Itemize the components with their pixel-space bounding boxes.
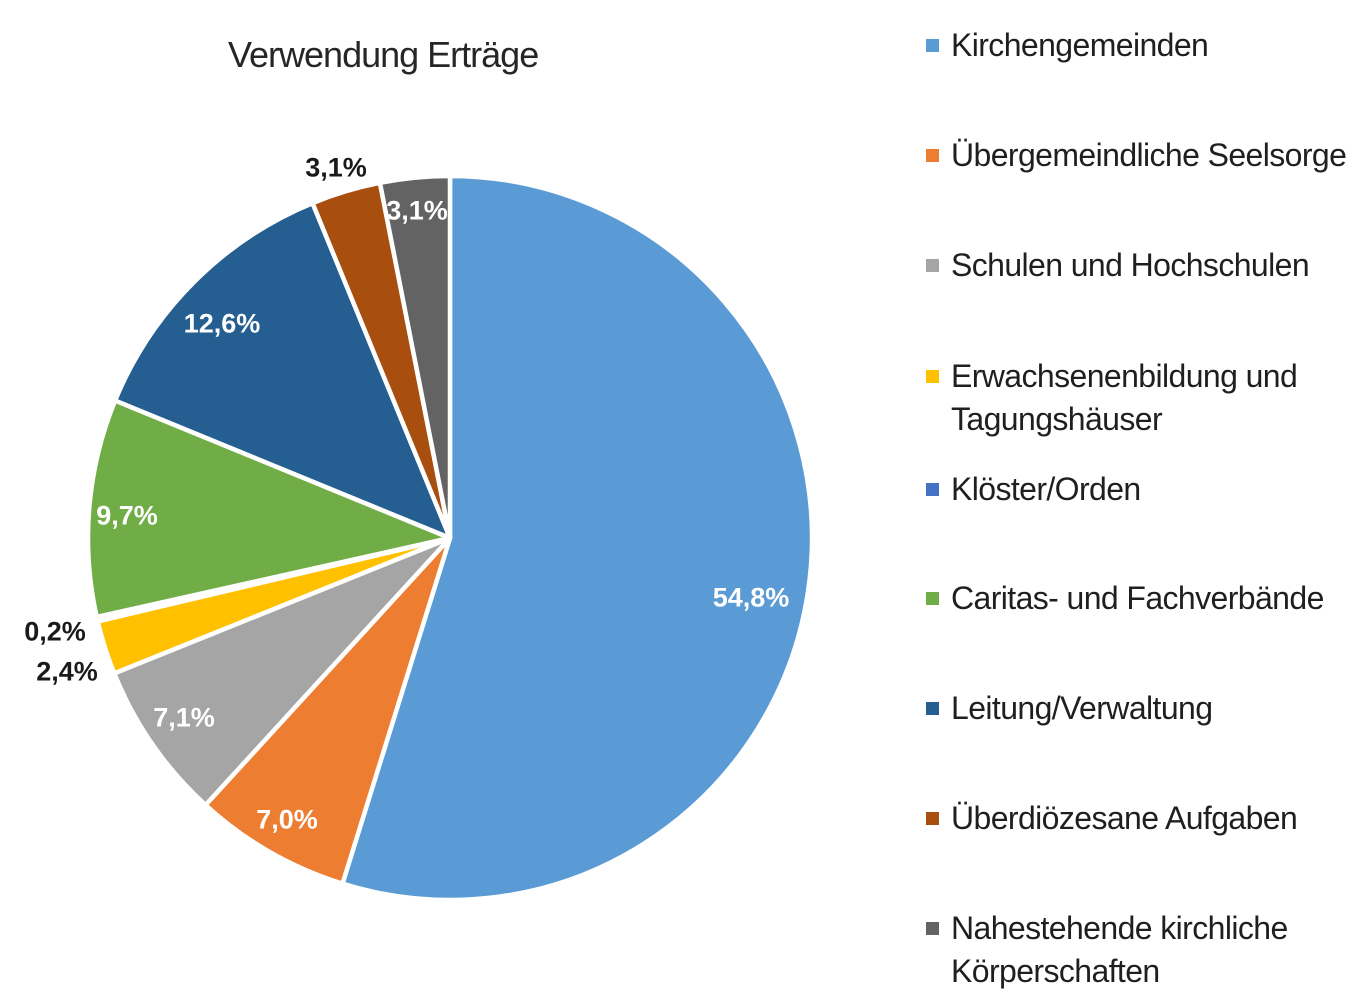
legend-label-4: Erwachsenenbildung und Tagungshäuser xyxy=(951,355,1298,441)
legend-label-line: Erwachsenenbildung und xyxy=(951,357,1298,394)
legend-marker-1 xyxy=(926,38,939,52)
legend-label-line: Übergemeindliche Seelsorge xyxy=(951,136,1347,173)
legend-marker-8 xyxy=(926,811,939,825)
percent-label-2: 7,0% xyxy=(256,804,318,835)
legend-label-8: Überdiözesane Aufgaben xyxy=(951,797,1298,840)
legend-marker-5 xyxy=(926,482,939,496)
legend-label-line: Körperschaften xyxy=(951,952,1160,989)
legend-marker-4 xyxy=(926,369,939,383)
legend-marker-6 xyxy=(926,591,939,605)
pie-slice-3[interactable] xyxy=(112,535,453,808)
pie-slice-2[interactable] xyxy=(203,535,453,886)
legend-marker-2 xyxy=(926,148,939,162)
legend-label-line: Schulen und Hochschulen xyxy=(951,246,1310,283)
chart-title: Verwendung Erträge xyxy=(228,34,539,75)
percent-label-5: 0,2% xyxy=(24,616,86,647)
legend-marker-3 xyxy=(926,258,939,272)
percent-label-3: 7,1% xyxy=(153,702,215,733)
legend-label-2: Übergemeindliche Seelsorge xyxy=(951,134,1347,177)
percent-label-4: 2,4% xyxy=(36,656,98,687)
pie-slice-7[interactable] xyxy=(112,200,453,541)
percent-label-1: 54,8% xyxy=(712,582,790,613)
pie-slice-6[interactable] xyxy=(85,398,453,620)
legend-label-line: Caritas- und Fachverbände xyxy=(951,579,1324,616)
legend-label-line: Nahestehende kirchliche xyxy=(951,909,1288,946)
legend-marker-9 xyxy=(926,921,939,935)
percent-label-9: 3,1% xyxy=(386,195,448,226)
legend-marker-7 xyxy=(926,701,939,715)
legend-label-3: Schulen und Hochschulen xyxy=(951,244,1310,287)
pie-slice-9[interactable] xyxy=(377,173,453,541)
legend-label-7: Leitung/Verwaltung xyxy=(951,687,1213,730)
legend-label-9: Nahestehende kirchliche Körperschaften xyxy=(951,907,1288,993)
legend-label-line: Leitung/Verwaltung xyxy=(951,689,1213,726)
legend-label-5: Klöster/Orden xyxy=(951,468,1141,511)
pie-slice-1[interactable] xyxy=(340,173,815,903)
percent-label-7: 12,6% xyxy=(183,308,261,339)
percent-label-8: 3,1% xyxy=(305,152,367,183)
legend-label-1: Kirchengemeinden xyxy=(951,24,1209,67)
percent-label-6: 9,7% xyxy=(96,500,158,531)
legend-label-line: Kirchengemeinden xyxy=(951,26,1209,63)
legend-label-line: Überdiözesane Aufgaben xyxy=(951,799,1298,836)
legend-label-6: Caritas- und Fachverbände xyxy=(951,577,1324,620)
legend-label-line: Tagungshäuser xyxy=(951,400,1163,437)
legend-label-line: Klöster/Orden xyxy=(951,470,1141,507)
